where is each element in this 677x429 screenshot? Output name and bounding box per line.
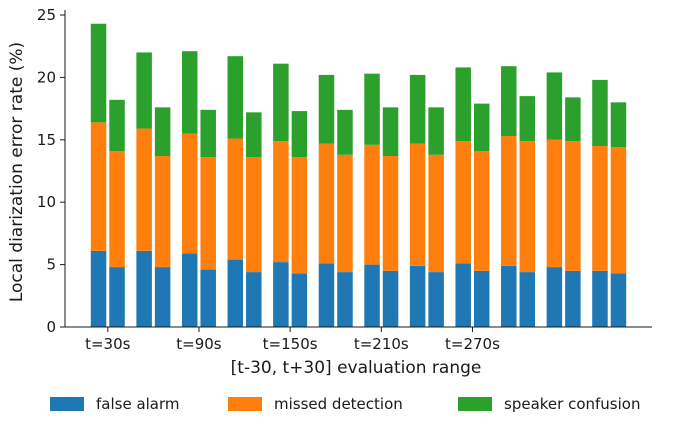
x-tick-label: t=270s [445,335,500,353]
bar-speaker-confusion-pair-7-bar-1 [428,107,444,155]
bar-missed-detection-pair-6-bar-1 [382,156,399,271]
bar-missed-detection-pair-9-bar-0 [501,136,517,266]
y-tick-label: 15 [37,131,56,149]
bar-missed-detection-pair-2-bar-0 [181,133,198,254]
bar-speaker-confusion-pair-4-bar-1 [291,111,308,158]
bar-missed-detection-pair-9-bar-1 [519,141,536,273]
bar-missed-detection-pair-4-bar-0 [273,141,289,263]
legend: false alarm missed detection speaker confu… [50,395,640,413]
legend-label-speaker-confusion: speaker confusion [504,395,640,413]
bar-missed-detection-pair-2-bar-1 [200,157,216,270]
bar-speaker-confusion-pair-3-bar-0 [227,56,244,139]
bar-speaker-confusion-pair-4-bar-0 [273,63,289,142]
bar-false-alarm-pair-11-bar-0 [592,270,608,327]
bar-speaker-confusion-pair-10-bar-1 [565,97,581,142]
bar-missed-detection-pair-3-bar-1 [246,157,262,273]
bar-missed-detection-pair-5-bar-1 [337,154,353,273]
bar-speaker-confusion-pair-2-bar-0 [181,51,198,134]
bar-missed-detection-pair-7-bar-0 [409,143,426,266]
bar-speaker-confusion-pair-9-bar-1 [519,96,536,142]
axes-layer [64,10,652,328]
bar-missed-detection-pair-6-bar-0 [364,144,380,265]
bar-missed-detection-pair-5-bar-0 [318,143,335,264]
bar-false-alarm-pair-6-bar-0 [364,264,380,327]
y-tick-label: 0 [46,318,56,336]
bar-speaker-confusion-pair-7-bar-0 [409,74,426,144]
bar-false-alarm-pair-11-bar-1 [610,273,627,327]
y-tick-label: 20 [37,68,56,86]
bar-false-alarm-pair-3-bar-1 [246,272,262,327]
bar-speaker-confusion-pair-5-bar-0 [318,74,335,144]
bar-speaker-confusion-pair-2-bar-1 [200,109,216,158]
bar-false-alarm-pair-10-bar-1 [565,270,581,327]
bar-false-alarm-pair-9-bar-1 [519,272,536,327]
bar-missed-detection-pair-11-bar-0 [592,146,608,271]
x-axis-label: [t-30, t+30] evaluation range [231,358,482,378]
bar-speaker-confusion-pair-6-bar-0 [364,73,380,145]
bar-false-alarm-pair-1-bar-0 [136,250,152,327]
bar-missed-detection-pair-3-bar-0 [227,138,244,260]
y-tick-label: 25 [37,6,56,24]
y-tick-label: 10 [37,193,56,211]
bar-missed-detection-pair-7-bar-1 [428,154,444,273]
bar-missed-detection-pair-1-bar-1 [154,156,171,268]
bar-speaker-confusion-pair-0-bar-1 [109,99,125,152]
x-ticks: t=30s t=90s t=150s t=210s t=270s [85,327,500,353]
bar-speaker-confusion-pair-8-bar-1 [473,103,490,152]
legend-label-false-alarm: false alarm [96,395,180,413]
bar-speaker-confusion-pair-11-bar-0 [592,79,608,147]
bars-layer [90,23,627,327]
bar-speaker-confusion-pair-1-bar-0 [136,52,152,129]
bar-false-alarm-pair-9-bar-0 [501,265,517,327]
y-ticks: 0 5 10 15 20 25 [37,6,65,336]
bar-false-alarm-pair-0-bar-1 [109,267,125,327]
bar-speaker-confusion-pair-8-bar-0 [455,67,471,142]
legend-swatch-speaker-confusion [458,397,492,411]
y-axis-label: Local diarization error rate (%) [7,42,27,302]
bar-missed-detection-pair-10-bar-0 [546,139,563,268]
bar-false-alarm-pair-8-bar-0 [455,263,471,327]
bar-false-alarm-pair-1-bar-1 [154,267,171,327]
bar-false-alarm-pair-4-bar-1 [291,273,308,327]
bar-false-alarm-pair-0-bar-0 [90,250,107,327]
bar-speaker-confusion-pair-11-bar-1 [610,102,627,148]
bar-false-alarm-pair-6-bar-1 [382,270,399,327]
bar-false-alarm-pair-7-bar-0 [409,265,426,327]
bar-speaker-confusion-pair-3-bar-1 [246,112,262,158]
bar-false-alarm-pair-8-bar-1 [473,270,490,327]
bar-speaker-confusion-pair-9-bar-0 [501,66,517,137]
bar-missed-detection-pair-1-bar-0 [136,128,152,251]
bar-speaker-confusion-pair-10-bar-0 [546,72,563,140]
bar-false-alarm-pair-7-bar-1 [428,272,444,327]
bar-missed-detection-pair-4-bar-1 [291,157,308,274]
bar-false-alarm-pair-5-bar-0 [318,263,335,327]
bar-missed-detection-pair-8-bar-0 [455,141,471,264]
y-tick-label: 5 [46,256,56,274]
bar-missed-detection-pair-0-bar-1 [109,151,125,268]
bar-false-alarm-pair-2-bar-1 [200,269,216,327]
bar-false-alarm-pair-4-bar-0 [273,262,289,327]
bar-missed-detection-pair-11-bar-1 [610,147,627,274]
x-tick-label: t=90s [176,335,222,353]
x-tick-label: t=210s [354,335,409,353]
bar-missed-detection-pair-0-bar-0 [90,122,107,251]
legend-swatch-false-alarm [50,397,84,411]
bar-speaker-confusion-pair-6-bar-1 [382,107,399,157]
bar-speaker-confusion-pair-5-bar-1 [337,109,353,155]
bar-speaker-confusion-pair-0-bar-0 [90,23,107,123]
bar-false-alarm-pair-3-bar-0 [227,259,244,327]
x-tick-label: t=150s [263,335,318,353]
bar-speaker-confusion-pair-1-bar-1 [154,107,171,157]
legend-label-missed-detection: missed detection [274,395,403,413]
bar-false-alarm-pair-2-bar-0 [181,253,198,327]
bar-false-alarm-pair-10-bar-0 [546,267,563,327]
bar-false-alarm-pair-5-bar-1 [337,272,353,327]
x-tick-label: t=30s [85,335,131,353]
bar-missed-detection-pair-10-bar-1 [565,141,581,271]
legend-swatch-missed-detection [228,397,262,411]
bar-missed-detection-pair-8-bar-1 [473,151,490,271]
